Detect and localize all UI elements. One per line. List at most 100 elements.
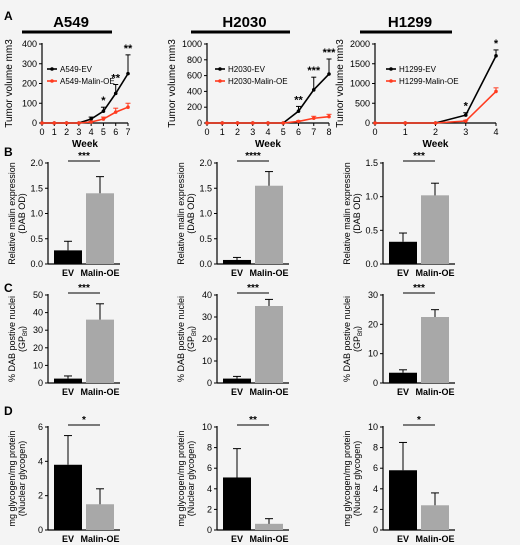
y-tick-label: 0 xyxy=(32,118,37,128)
bar-ev xyxy=(54,464,82,530)
data-point xyxy=(463,119,468,123)
cell-line-header: H1299 xyxy=(388,14,432,31)
significance-label: *** xyxy=(78,283,90,294)
y-axis-subtitle-main: (GP xyxy=(17,336,27,352)
significance-label: *** xyxy=(307,65,321,77)
bar-ev xyxy=(223,477,251,530)
y-tick-label: 0 xyxy=(365,118,370,128)
bar-malin-oe xyxy=(255,523,283,530)
legend-marker xyxy=(218,79,222,83)
y-tick-label: 800 xyxy=(187,55,202,65)
category-label: Malin-OE xyxy=(80,387,119,397)
x-tick-label: 3 xyxy=(76,127,81,137)
category-label: EV xyxy=(397,268,409,278)
data-point xyxy=(494,89,498,94)
y-tick-label: 500 xyxy=(355,98,370,108)
data-point xyxy=(235,121,240,125)
y-tick-label: 10 xyxy=(368,422,378,432)
y-tick-label: 1.0 xyxy=(30,209,43,219)
y-tick-label: 0.0 xyxy=(365,259,378,269)
category-label: Malin-OE xyxy=(415,534,454,544)
bar-malin-oe xyxy=(421,195,449,264)
data-point xyxy=(403,121,408,125)
data-point xyxy=(327,72,331,76)
y-tick-label: 1.5 xyxy=(199,183,212,193)
significance-label: * xyxy=(417,415,421,426)
x-tick-label: 0 xyxy=(372,127,377,137)
category-label: EV xyxy=(397,534,409,544)
y-axis-subtitle: (DAB OD) xyxy=(352,193,362,234)
y-axis-subtitle-main: (GP xyxy=(352,336,362,352)
y-axis-subtitle-sub: Bfl xyxy=(23,329,29,336)
y-tick-label: 1500 xyxy=(350,59,370,69)
bar-malin-oe xyxy=(86,193,114,264)
y-tick-label: 0 xyxy=(207,525,212,535)
significance-label: *** xyxy=(413,151,425,162)
y-axis-subtitle: (Nuclear glycogen) xyxy=(352,441,362,517)
y-axis-title: mg glycogen/mg protein xyxy=(7,430,17,526)
y-tick-label: 0.5 xyxy=(365,225,378,235)
y-tick-label: 0 xyxy=(373,378,378,388)
data-point xyxy=(77,121,81,125)
y-tick-label: 8 xyxy=(207,443,212,453)
chart-7: 0 10 20 30 40 50 EV Malin-OE *** % DAB postive nu… xyxy=(7,283,120,397)
y-tick-label: 8 xyxy=(373,443,378,453)
legend-marker xyxy=(50,67,54,71)
y-axis-title: Tumor volume mm3 xyxy=(167,39,178,128)
data-point xyxy=(433,121,438,125)
y-tick-label: 1.0 xyxy=(365,192,378,202)
chart-9: 0 10 20 30 EV Malin-OE *** % DAB postive nuclei… xyxy=(342,283,455,397)
data-point xyxy=(266,121,270,125)
panel-letter-c: C xyxy=(4,281,13,295)
data-point xyxy=(494,54,498,58)
significance-label: * xyxy=(494,38,499,50)
data-point xyxy=(52,121,57,125)
y-axis-subtitle: (Nuclear glycogen) xyxy=(186,441,196,517)
significance-label: *** xyxy=(323,47,337,59)
y-tick-label: 400 xyxy=(187,86,202,96)
x-axis-title: Week xyxy=(72,139,98,150)
significance-label: ** xyxy=(111,72,120,84)
data-point xyxy=(311,88,316,92)
category-label: EV xyxy=(62,387,74,397)
y-tick-label: 10 xyxy=(202,356,212,366)
category-label: EV xyxy=(397,387,409,397)
bar-malin-oe xyxy=(86,319,114,383)
chart-8: 0 10 20 30 40 EV Malin-OE *** % DAB postive nucl… xyxy=(176,283,289,397)
y-tick-label: 10 xyxy=(202,422,212,432)
significance-label: ** xyxy=(249,415,257,426)
bar-ev xyxy=(54,250,82,264)
x-tick-label: 3 xyxy=(250,127,255,137)
y-tick-label: 200 xyxy=(187,102,202,112)
panel-letter-b: B xyxy=(4,145,13,159)
chart-3: H1299 0 500 1000 1500 2000 0 1 2 3 4 Week Tumor volu… xyxy=(335,14,499,150)
y-axis-subtitle-close: ) xyxy=(186,326,196,329)
y-tick-label: 0 xyxy=(38,378,43,388)
y-tick-label: 1.5 xyxy=(30,183,43,193)
chart-6: 0.0 0.5 1.0 1.5 EV Malin-OE *** Relative malin … xyxy=(342,151,455,278)
bar-ev xyxy=(54,378,82,383)
data-point xyxy=(126,71,130,76)
significance-label: **** xyxy=(245,151,261,162)
legend-marker xyxy=(389,67,393,71)
category-label: EV xyxy=(231,387,243,397)
significance-label: *** xyxy=(247,283,259,294)
y-tick-label: 600 xyxy=(187,71,202,81)
y-axis-title: Tumor volume mm3 xyxy=(4,39,15,128)
y-tick-label: 100 xyxy=(22,98,37,108)
x-tick-label: 4 xyxy=(89,127,94,137)
y-tick-label: 30 xyxy=(202,312,212,322)
legend-marker xyxy=(389,79,393,83)
significance-label: ** xyxy=(294,94,303,106)
y-axis-title: Relative malin expression xyxy=(7,162,17,265)
y-tick-label: 6 xyxy=(207,463,212,473)
chart-10: 0 2 4 6 EV Malin-OE * mg glycogen/mg protein (Nu… xyxy=(7,415,120,544)
bar-malin-oe xyxy=(421,317,449,383)
data-point xyxy=(311,116,316,121)
significance-label: * xyxy=(82,415,86,426)
category-label: EV xyxy=(62,268,74,278)
category-label: Malin-OE xyxy=(415,268,454,278)
y-tick-label: 2 xyxy=(373,504,378,514)
y-tick-label: 1000 xyxy=(350,79,370,89)
